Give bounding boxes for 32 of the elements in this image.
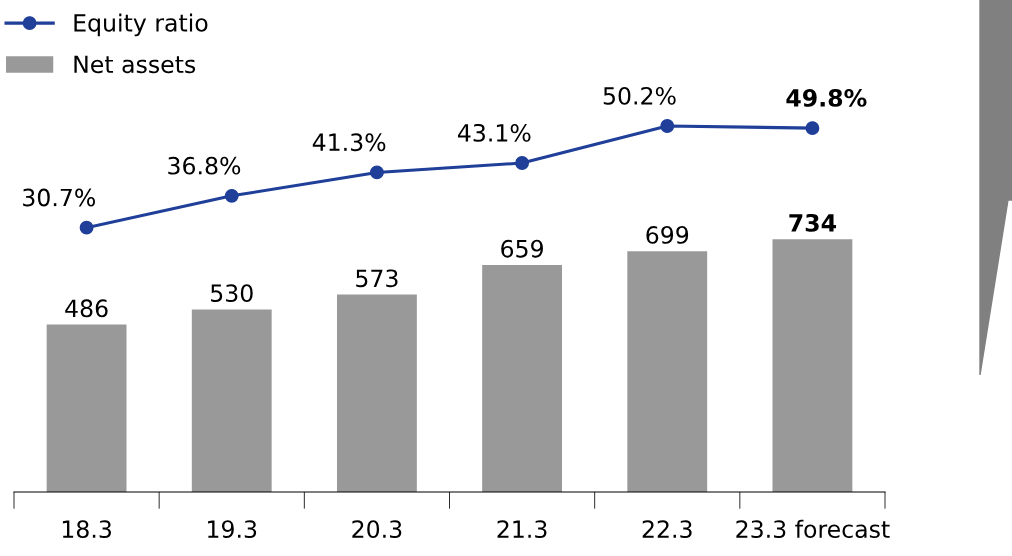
bar	[191, 309, 272, 492]
data-label: 49.8%	[786, 88, 867, 107]
data-label: 30.7%	[23, 188, 96, 207]
point	[805, 121, 820, 136]
data-label: 659	[501, 239, 543, 258]
data-label: 36.8%	[168, 156, 241, 175]
data-label: 699	[646, 226, 689, 244]
point	[515, 156, 530, 170]
data-label: 43.1%	[457, 123, 531, 142]
x-tick-label: 23.3 forecast	[736, 519, 890, 539]
data-label: 50.2%	[603, 86, 676, 105]
x-tick-label: 22.3	[642, 520, 692, 539]
x-tick-label: 20.3	[352, 520, 402, 539]
data-label: 486	[65, 299, 108, 318]
point	[369, 165, 384, 180]
point	[79, 220, 94, 235]
x-tick-label: 19.3	[208, 520, 257, 539]
legend-label: Net assets	[74, 55, 196, 74]
bar	[482, 264, 562, 492]
data-label: 530	[211, 284, 253, 303]
x-tick-label: 18.3	[62, 520, 111, 539]
point	[660, 119, 675, 133]
legend-label: Equity ratio	[74, 13, 208, 37]
data-label: 41.3%	[312, 133, 386, 152]
x-tick-label: 21.3	[497, 520, 547, 539]
bar	[337, 294, 417, 492]
bar	[46, 324, 127, 492]
bar	[772, 239, 853, 492]
point	[224, 188, 239, 203]
data-label: 734	[789, 213, 836, 232]
bar	[627, 251, 708, 492]
data-label: 573	[356, 269, 398, 288]
